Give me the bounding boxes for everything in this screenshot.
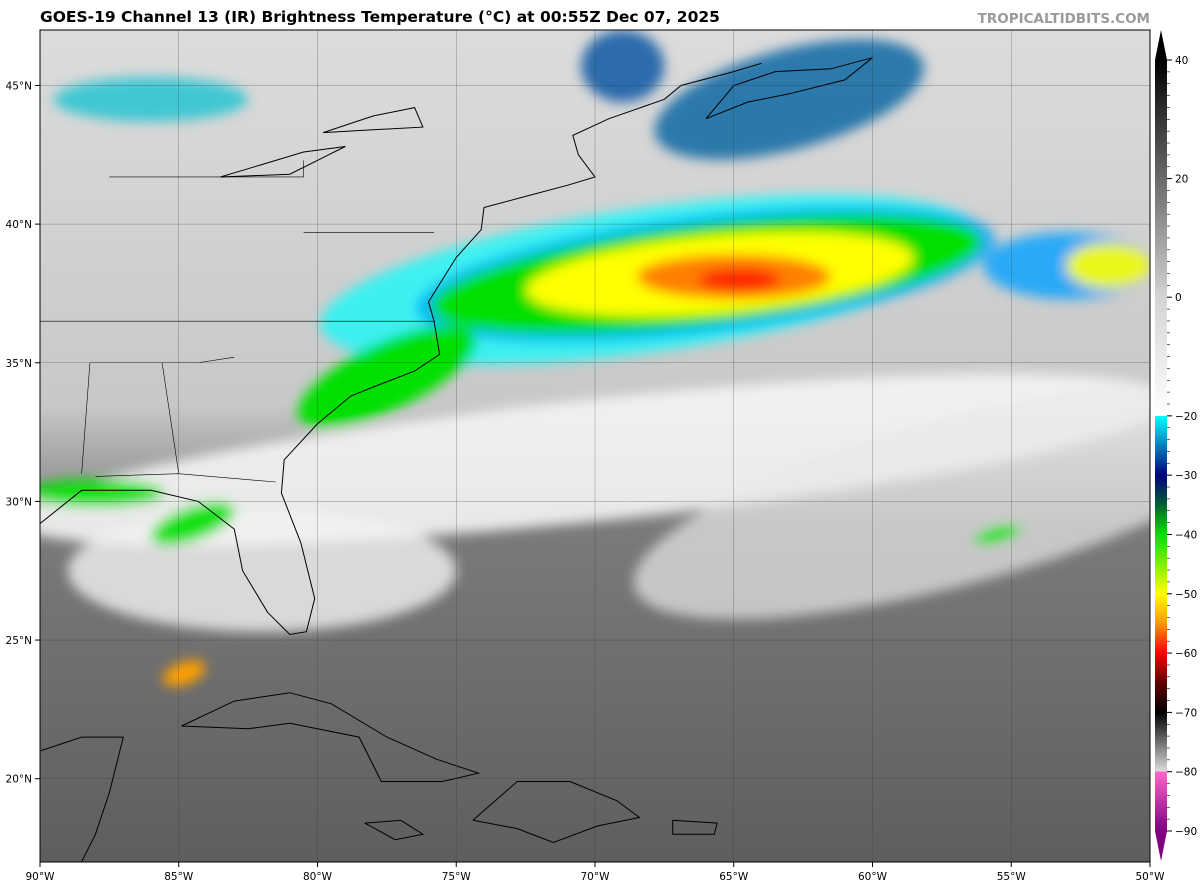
coastline-hispaniola [472,781,641,844]
colorbar-tick-label: −40 [1175,529,1197,541]
colorbar-bar [1155,60,1167,831]
cloud-feature [67,509,457,632]
lon-tick-label: 70°W [581,871,611,883]
cloud-feature [697,268,781,291]
colorbar-tick-label: 20 [1175,174,1188,186]
coastline-us-east-coast [40,62,762,636]
colorbar-tick-label: −90 [1175,826,1197,838]
colorbar-tick-label: −60 [1175,648,1197,660]
cloud-feature [53,77,249,122]
brand-watermark: TROPICALTIDBITS.COM [977,11,1150,27]
lon-tick-label: 90°W [26,871,56,883]
colorbar-tick-label: −70 [1175,707,1197,719]
cloud-feature [40,479,165,507]
lon-tick-label: 80°W [303,871,333,883]
coastline-great-lakes-erie [220,146,346,178]
cloud-feature [1066,243,1150,288]
lat-tick-label: 40°N [6,219,32,231]
cloud-feature [973,524,1022,545]
lat-tick-label: 35°N [6,358,32,370]
lon-tick-label: 65°W [719,871,749,883]
colorbar-tick-label: −80 [1175,767,1197,779]
lon-tick-label: 55°W [997,871,1027,883]
coastline-jamaica [364,819,425,841]
coastline-puerto-rico [672,819,718,835]
cloud-feature [654,39,924,160]
coastline-yucatan [40,736,124,862]
map-title: GOES-19 Channel 13 (IR) Brightness Tempe… [40,8,720,26]
colorbar: 40 20 0 −20 −30 −40 −50 −60 −70 −80 −90 [1155,30,1197,861]
cloud-feature [297,325,477,428]
colorbar-tick-label: −50 [1175,589,1197,601]
colorbar-tick-label: 40 [1175,55,1188,67]
cloud-feature [163,660,206,687]
colorbar-extend-cold [1155,831,1167,861]
lat-tick-label: 30°N [6,496,32,508]
coastline-great-lakes-ontario [322,107,424,134]
lat-tick-label: 45°N [6,80,32,92]
coastline-cuba [181,692,481,782]
lon-tick-label: 50°W [1136,871,1166,883]
lat-tick-label: 25°N [6,635,32,647]
lon-tick-label: 60°W [858,871,888,883]
lon-tick-label: 85°W [164,871,194,883]
colorbar-tick-label: −30 [1175,470,1197,482]
colorbar-tick-label: −20 [1175,411,1197,423]
cloud-feature [581,30,665,103]
colorbar-tick-label: 0 [1175,292,1182,304]
colorbar-extend-warm [1155,30,1167,60]
state-border [109,160,304,178]
lon-tick-label: 75°W [442,871,472,883]
lat-tick-label: 20°N [6,774,32,786]
